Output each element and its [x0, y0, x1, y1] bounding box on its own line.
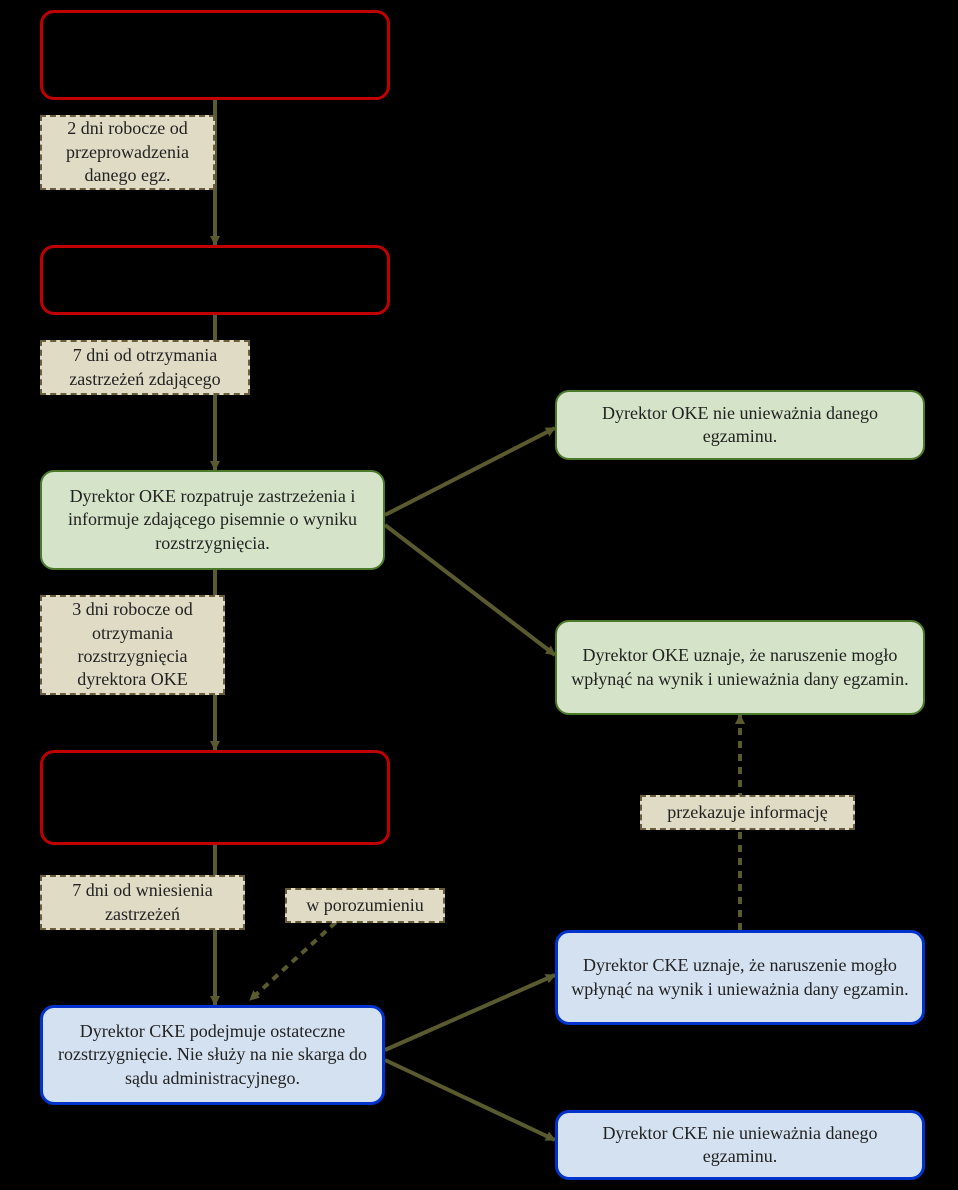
node-step-2: [40, 245, 390, 315]
label-2-days: 2 dni robocze od przeprowadzenia danego …: [40, 115, 215, 190]
node-oke-no-annul: Dyrektor OKE nie unieważnia danego egzam…: [555, 390, 925, 460]
label-3-days: 3 dni robocze od otrzymania rozstrzygnię…: [40, 595, 225, 695]
label-7-days-receive: 7 dni od otrzymania zastrzeżeń zdającego: [40, 340, 250, 395]
label-7-days-file: 7 dni od wniesienia zastrzeżeń: [40, 875, 245, 930]
label-consultation: w porozumieniu: [285, 888, 445, 923]
node-oke-annul: Dyrektor OKE uznaje, że naruszenie mogło…: [555, 620, 925, 715]
node-oke-decision: Dyrektor OKE rozpatruje zastrzeżenia i i…: [40, 470, 385, 570]
node-cke-decision: Dyrektor CKE podejmuje ostateczne rozstr…: [40, 1005, 385, 1105]
node-cke-no-annul: Dyrektor CKE nie unieważnia danego egzam…: [555, 1110, 925, 1180]
node-step-4: [40, 750, 390, 845]
label-forward-info: przekazuje informację: [640, 795, 855, 830]
node-step-1: [40, 10, 390, 100]
node-cke-annul: Dyrektor CKE uznaje, że naruszenie mogło…: [555, 930, 925, 1025]
